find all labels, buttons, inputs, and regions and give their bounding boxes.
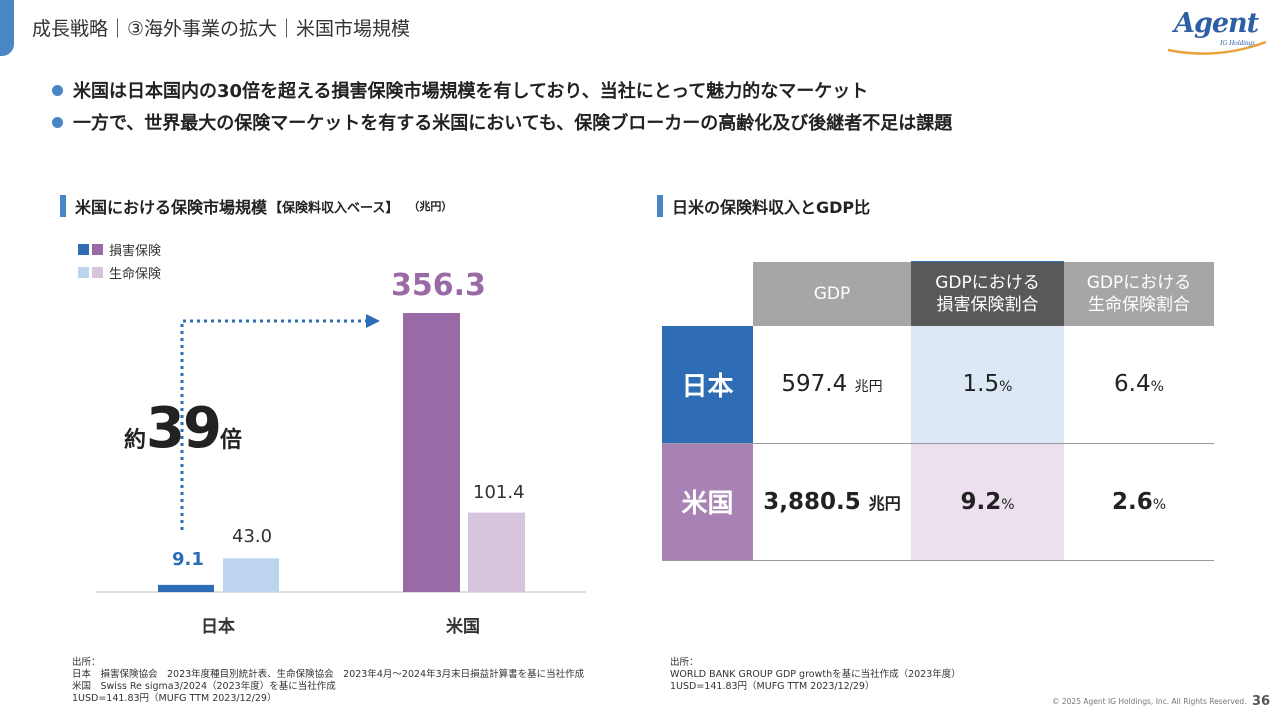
source-line: 日本 損害保険協会 2023年度種目別統計表、生命保険協会 2023年4月～20… <box>72 669 585 680</box>
gdp-value: 3,880.5 <box>763 488 861 515</box>
category-label: 米国 <box>446 617 480 637</box>
section-title: 日米の保険料収入とGDP比 <box>672 198 871 217</box>
section-bar <box>657 195 663 217</box>
table-row: 日本 597.4 兆円 1.5% 6.4% <box>662 326 1214 444</box>
row-header-us: 米国 <box>662 443 753 561</box>
category-label: 日本 <box>201 617 235 637</box>
multiple-prefix: 約 <box>124 428 147 453</box>
page-number: 36 <box>1252 694 1271 709</box>
market-size-heading: 米国における保険市場規模 【保険料収入ベース】 （兆円） <box>60 194 452 218</box>
life-ratio-cell: 6.4% <box>1064 326 1214 444</box>
bar-value-label: 9.1 <box>172 549 204 570</box>
table-header-row: GDP GDPにおける 損害保険割合 GDPにおける 生命保険割合 <box>662 262 1214 326</box>
source-line: 出所： <box>670 657 699 668</box>
copyright-notice: © 2025 Agent IG Holdings, Inc. All Right… <box>1052 697 1247 706</box>
bar-value-label: 43.0 <box>232 526 273 547</box>
header-nonlife-ratio: GDPにおける 損害保険割合 <box>911 262 1064 326</box>
bar-nonlife-japan <box>158 584 214 592</box>
gdp-ratio-table: GDP GDPにおける 損害保険割合 GDPにおける 生命保険割合 日本 597.4… <box>662 262 1214 561</box>
nonlife-ratio-cell: 9.2% <box>911 443 1064 561</box>
legend-swatch <box>78 244 89 255</box>
gdp-cell: 597.4 兆円 <box>753 326 911 444</box>
key-points: 米国は日本国内の30倍を超える損害保険市場規模を有しており、当社にとって魅力的な… <box>52 74 952 138</box>
page-title: 成長戦略｜③海外事業の拡大｜米国市場規模 <box>32 18 411 40</box>
bullet-dot-icon <box>52 116 63 128</box>
logo-wordmark: Agent <box>1174 8 1259 39</box>
multiple-suffix: 倍 <box>219 428 242 453</box>
legend-swatch <box>92 244 103 255</box>
logo-swoosh-icon <box>1167 40 1267 55</box>
header-text: GDPにおける <box>935 273 1040 293</box>
legend-item: 損害保険 <box>78 238 161 261</box>
left-source-note: 出所： 日本 損害保険協会 2023年度種目別統計表、生命保険協会 2023年4… <box>72 657 584 705</box>
life-value: 6.4 <box>1114 371 1151 398</box>
header-text: 損害保険割合 <box>936 295 1039 315</box>
section-bar <box>60 195 66 217</box>
nonlife-value: 1.5 <box>962 371 1000 398</box>
header-text: GDPにおける <box>1086 273 1192 293</box>
section-subtitle: 【保険料収入ベース】 <box>269 200 399 216</box>
legend-swatch <box>78 267 89 278</box>
gdp-unit: 兆円 <box>854 379 883 396</box>
legend-label: 生命保険 <box>109 267 162 282</box>
gdp-cell: 3,880.5 兆円 <box>753 443 911 561</box>
header-gdp: GDP <box>753 262 911 326</box>
gdp-value: 597.4 <box>781 371 848 398</box>
life-ratio-cell: 2.6% <box>1064 443 1214 561</box>
source-line: 米国 Swiss Re sigma3/2024（2023年度）を基に当社作成 <box>72 681 336 692</box>
header-accent-tab <box>0 0 14 56</box>
multiple-value: 39 <box>146 396 222 461</box>
gdp-unit: 兆円 <box>868 493 901 513</box>
legend-label: 損害保険 <box>109 244 162 259</box>
legend-swatch <box>92 267 103 278</box>
bullet-item: 米国は日本国内の30倍を超える損害保険市場規模を有しており、当社にとって魅力的な… <box>52 74 952 106</box>
table-corner-cell <box>662 262 753 326</box>
bar-nonlife-us <box>403 313 460 592</box>
row-header-japan: 日本 <box>662 326 753 444</box>
logo-subtitle: IG Holdings <box>1220 39 1255 47</box>
percent-unit: % <box>999 379 1013 396</box>
percent-unit: % <box>1150 379 1164 396</box>
market-size-bar-chart <box>96 313 586 593</box>
bar-value-label: 356.3 <box>391 268 486 303</box>
percent-unit: % <box>1152 496 1167 513</box>
bullet-text: 一方で、世界最大の保険マーケットを有する米国においても、保険ブローカーの高齢化及… <box>73 113 953 134</box>
header-life-ratio: GDPにおける 生命保険割合 <box>1064 262 1214 326</box>
company-logo: Agent IG Holdings <box>1166 8 1270 56</box>
bar-life-us <box>468 512 525 592</box>
source-line: WORLD BANK GROUP GDP growthを基に当社作成（2023年… <box>670 669 961 680</box>
bullet-item: 一方で、世界最大の保険マーケットを有する米国においても、保険ブローカーの高齢化及… <box>52 106 952 138</box>
header-text: 生命保険割合 <box>1088 295 1190 315</box>
section-title: 米国における保険市場規模 <box>75 198 268 217</box>
bar-value-label: 101.4 <box>473 482 525 503</box>
bullet-dot-icon <box>52 84 63 96</box>
source-line: 1USD=141.83円（MUFG TTM 2023/12/29） <box>670 681 875 692</box>
table-row: 米国 3,880.5 兆円 9.2% 2.6% <box>662 443 1214 561</box>
legend-item: 生命保険 <box>78 261 161 284</box>
gdp-ratio-heading: 日米の保険料収入とGDP比 <box>657 194 870 218</box>
life-value: 2.6 <box>1111 488 1153 515</box>
source-line: 出所： <box>72 657 101 668</box>
nonlife-ratio-cell: 1.5% <box>911 326 1064 444</box>
section-unit: （兆円） <box>408 200 453 213</box>
right-source-note: 出所： WORLD BANK GROUP GDP growthを基に当社作成（2… <box>670 657 961 693</box>
nonlife-value: 9.2 <box>960 488 1002 515</box>
bullet-text: 米国は日本国内の30倍を超える損害保険市場規模を有しており、当社にとって魅力的な… <box>73 81 869 102</box>
header-text: GDP <box>813 284 851 304</box>
percent-unit: % <box>1001 496 1015 513</box>
bar-life-japan <box>223 558 279 592</box>
chart-legend: 損害保険 生命保険 <box>78 238 161 284</box>
multiple-callout: 約39倍 <box>124 396 242 461</box>
source-line: 1USD=141.83円（MUFG TTM 2023/12/29） <box>72 693 277 704</box>
arrow-head-icon <box>366 314 380 328</box>
